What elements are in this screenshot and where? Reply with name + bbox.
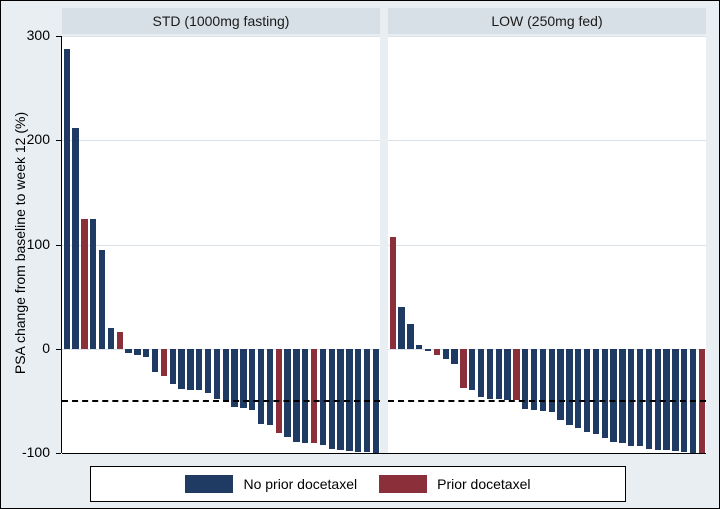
waterfall-bar (425, 349, 431, 351)
waterfall-bar (284, 349, 290, 438)
y-tick-mark (56, 453, 61, 454)
waterfall-bar (575, 349, 581, 428)
waterfall-bar (205, 349, 211, 393)
psa-waterfall-chart: -1000100200300PSA change from baseline t… (0, 0, 720, 509)
waterfall-bar (460, 349, 466, 389)
waterfall-bar (214, 349, 220, 399)
waterfall-bar (152, 349, 158, 372)
x-axis-line (62, 453, 706, 454)
waterfall-bar (549, 349, 555, 413)
y-tick-mark (56, 36, 61, 37)
waterfall-bar (628, 349, 634, 446)
reference-line (388, 400, 706, 402)
facet-plot-area (388, 36, 706, 453)
y-tick-mark (56, 349, 61, 350)
waterfall-bar (513, 349, 519, 400)
waterfall-bar (451, 349, 457, 365)
waterfall-bar (637, 349, 643, 446)
waterfall-bar (143, 349, 149, 357)
waterfall-bar (602, 349, 608, 439)
waterfall-bar (504, 349, 510, 400)
waterfall-bar (478, 349, 484, 397)
waterfall-bar (398, 307, 404, 349)
waterfall-bar (302, 349, 308, 443)
legend: No prior docetaxel Prior docetaxel (90, 466, 626, 502)
waterfall-bar (81, 219, 87, 348)
waterfall-bar (566, 349, 572, 425)
waterfall-bar (293, 349, 299, 442)
waterfall-bar (258, 349, 264, 424)
waterfall-bar (170, 349, 176, 384)
waterfall-bar (584, 349, 590, 432)
waterfall-bar (223, 349, 229, 401)
waterfall-bar (434, 349, 440, 355)
y-tick-mark (56, 140, 61, 141)
waterfall-bar (125, 349, 131, 353)
legend-label: No prior docetaxel (243, 476, 357, 492)
gridline (62, 245, 380, 246)
waterfall-bar (469, 349, 475, 391)
y-tick-mark (56, 245, 61, 246)
gridline (62, 36, 380, 37)
y-axis-title: PSA change from baseline to week 12 (%) (12, 93, 28, 393)
waterfall-bar (178, 349, 184, 390)
waterfall-bar (231, 349, 237, 407)
waterfall-bar (443, 349, 449, 359)
waterfall-bar (320, 349, 326, 445)
y-tick-label: -100 (0, 444, 50, 460)
waterfall-bar (487, 349, 493, 399)
legend-label: Prior docetaxel (437, 476, 530, 492)
gridline (388, 245, 706, 246)
waterfall-bar (64, 49, 70, 349)
waterfall-bar (108, 328, 114, 349)
waterfall-bar (390, 237, 396, 349)
facet-header: STD (1000mg fasting) (62, 8, 380, 34)
waterfall-bar (72, 128, 78, 349)
waterfall-bar (161, 349, 167, 376)
legend-swatch (379, 475, 427, 493)
waterfall-bar (311, 349, 317, 443)
waterfall-bar (557, 349, 563, 420)
gridline (62, 140, 380, 141)
waterfall-bar (646, 349, 652, 449)
waterfall-bar (267, 349, 273, 425)
waterfall-bar (196, 349, 202, 391)
waterfall-bar (90, 219, 96, 348)
waterfall-bar (496, 349, 502, 399)
waterfall-bar (276, 349, 282, 433)
waterfall-bar (540, 349, 546, 412)
waterfall-bar (134, 349, 140, 355)
waterfall-bar (329, 349, 335, 449)
legend-swatch (185, 475, 233, 493)
waterfall-bar (416, 345, 422, 349)
waterfall-bar (407, 324, 413, 349)
waterfall-bar (619, 349, 625, 443)
facet-plot-area (62, 36, 380, 453)
waterfall-bar (593, 349, 599, 434)
waterfall-bar (117, 332, 123, 349)
waterfall-bar (99, 250, 105, 349)
reference-line (62, 400, 380, 402)
waterfall-bar (610, 349, 616, 442)
legend-item: Prior docetaxel (379, 475, 530, 493)
gridline (388, 140, 706, 141)
gridline (388, 36, 706, 37)
legend-item: No prior docetaxel (185, 475, 357, 493)
waterfall-bar (187, 349, 193, 391)
y-tick-label: 300 (0, 27, 50, 43)
facet-header: LOW (250mg fed) (388, 8, 706, 34)
